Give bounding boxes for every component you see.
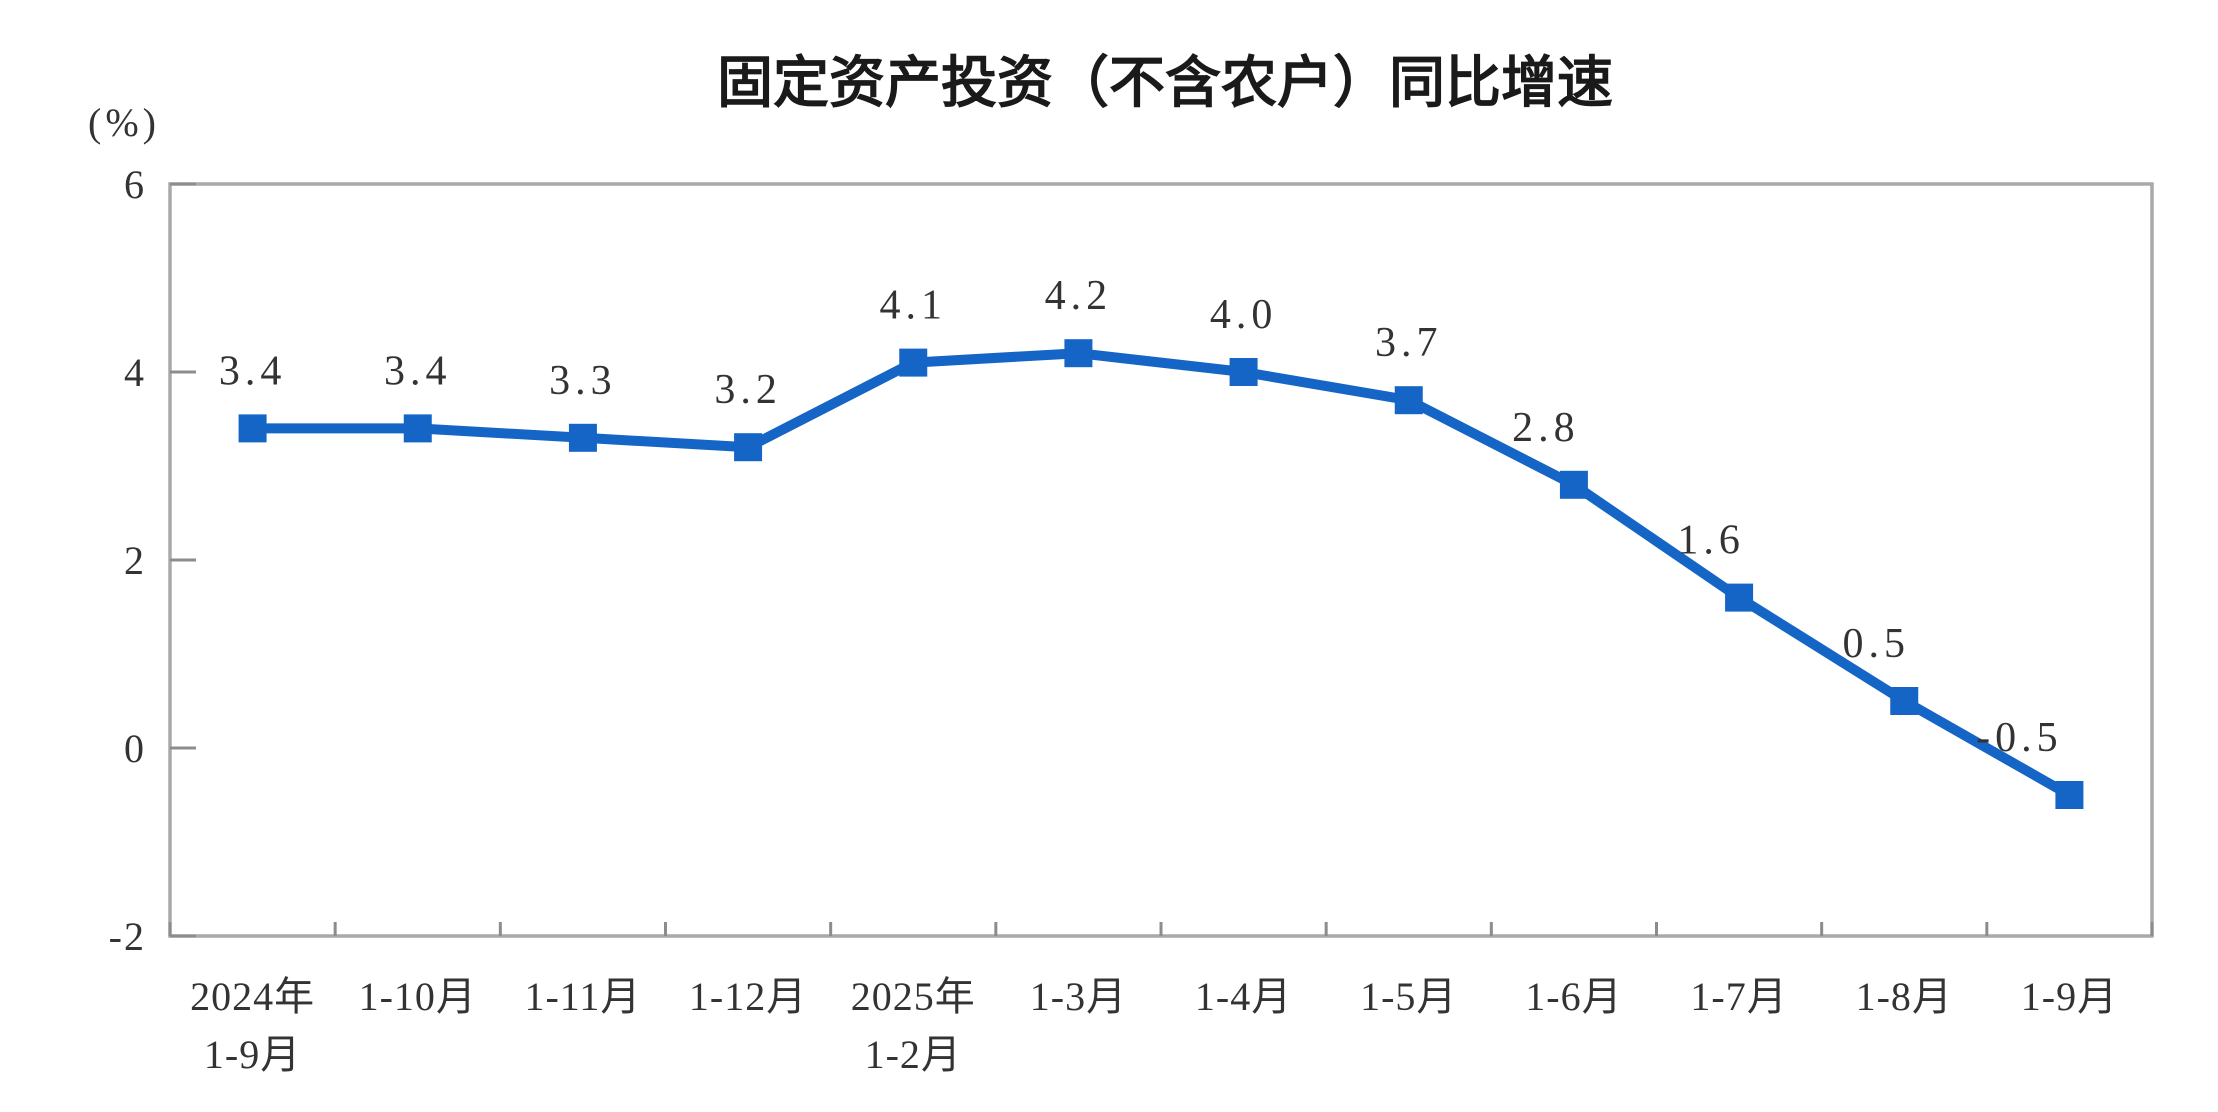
y-axis: 6 4 2 0 -2 [109,162,196,959]
data-point-label: 3.4 [384,348,452,394]
x-tick-label: 1-8月 [1856,974,1953,1019]
data-point-label: 4.1 [880,283,948,329]
x-tick-label: 2025年 [851,974,976,1019]
x-tick-label: 2024年 [190,974,315,1019]
x-tick-label: 1-12月 [689,974,807,1019]
data-point-marker [2055,781,2084,809]
y-tick-label: -2 [109,914,146,959]
y-tick-label: 0 [124,726,146,771]
data-point-marker [403,414,432,443]
x-tick-label: 1-7月 [1690,974,1787,1019]
data-point-marker [734,433,763,462]
data-point-label: 4.2 [1045,273,1113,319]
y-axis-unit-label: (%) [88,100,160,145]
x-tick-label: 1-2月 [865,1032,962,1077]
y-tick-label: 2 [124,538,146,583]
data-point-label: 2.8 [1512,405,1580,451]
data-point-marker [1064,339,1093,368]
data-point-label: 3.2 [714,367,782,413]
data-point-label: 3.3 [549,358,617,404]
data-point-marker [1229,358,1258,386]
plot-border [168,182,2154,938]
y-tick-label: 6 [124,162,146,207]
data-point-marker [1559,470,1588,499]
x-axis: 2024年 1-9月 1-10月 1-11月 1-12月 2025年 1-2月 1-3月 1-4… [168,922,2154,1077]
data-point-label: 4.0 [1210,292,1278,338]
data-point-marker [238,414,267,443]
data-point-label: -0.5 [1976,715,2063,761]
x-tick-label: 1-4月 [1195,974,1292,1019]
x-tick-label: 1-9月 [2021,974,2118,1019]
data-point-label: 3.7 [1375,320,1443,366]
data-point-marker [1890,687,1919,715]
data-point-marker [1725,583,1754,612]
series-line [247,348,2075,800]
x-tick-label: 1-10月 [359,974,477,1019]
data-point-label: 0.5 [1843,621,1911,667]
plot-frame [168,182,2154,938]
chart-title: 固定资产投资（不含农户）同比增速 [717,51,1613,114]
x-tick-label: 1-9月 [204,1032,301,1077]
data-point-label: 1.6 [1677,518,1745,564]
x-tick-label: 1-3月 [1030,974,1127,1019]
data-point-label: 3.4 [219,348,287,394]
data-point-marker [1394,386,1423,415]
data-point-marker [568,423,597,452]
x-tick-label: 1-11月 [524,974,641,1019]
y-tick-label: 4 [124,350,146,395]
data-labels: 3.4 3.4 3.3 3.2 4.1 4.2 4.0 3.7 2.8 1.6 0.5 -0.5 [219,273,2063,761]
x-tick-label: 1-6月 [1525,974,1622,1019]
x-tick-label: 1-5月 [1360,974,1457,1019]
data-point-marker [899,348,928,377]
line-series [238,339,2084,809]
